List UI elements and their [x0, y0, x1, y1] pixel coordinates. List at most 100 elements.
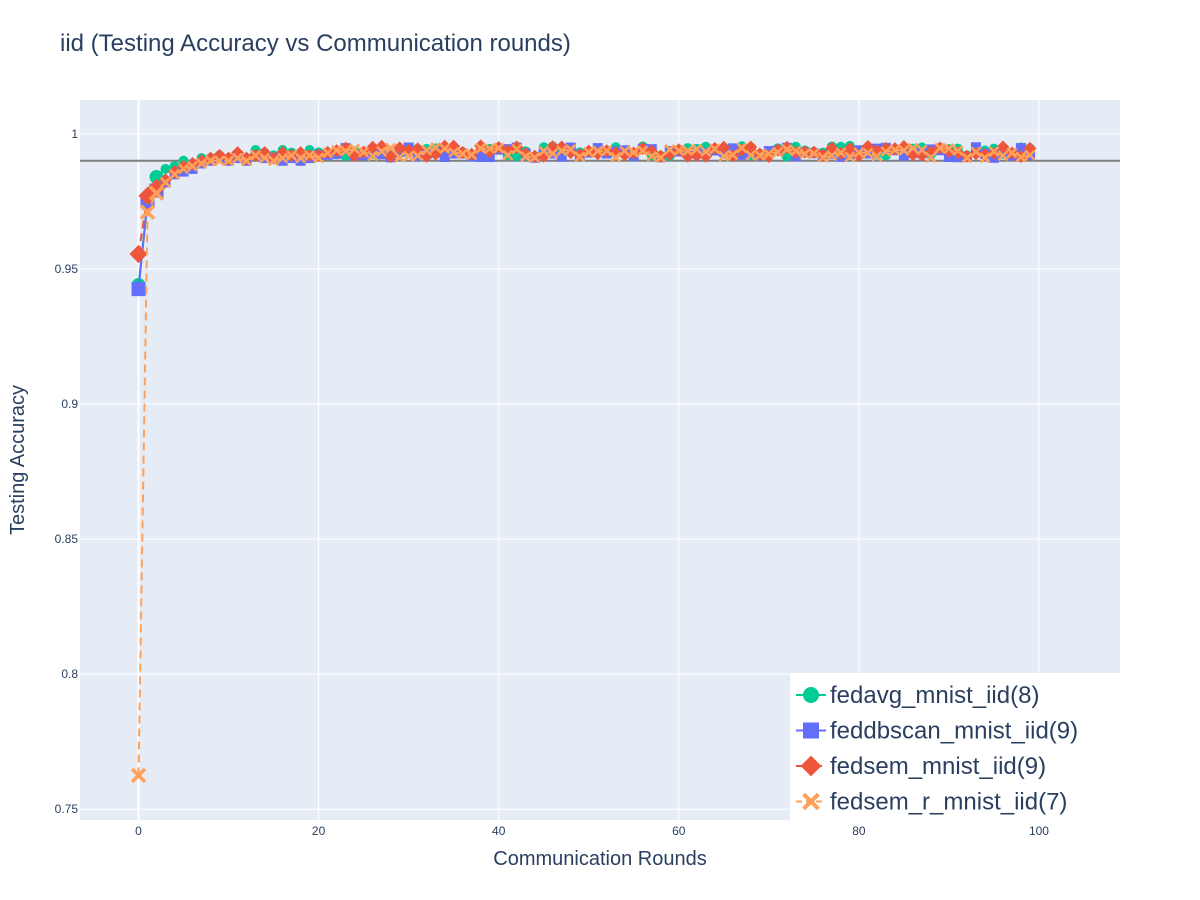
data-point — [502, 149, 514, 161]
y-tick-label: 1 — [71, 127, 78, 141]
data-point — [808, 147, 820, 159]
data-point — [267, 151, 281, 165]
data-point — [727, 149, 739, 161]
data-point — [736, 142, 748, 154]
data-point — [340, 145, 352, 157]
data-point — [799, 148, 811, 160]
data-point — [889, 144, 901, 156]
data-point — [556, 151, 567, 162]
data-point — [565, 143, 577, 155]
y-axis-title: Testing Accuracy — [7, 385, 29, 535]
data-point — [331, 144, 343, 156]
series-line — [137, 146, 1031, 776]
data-point — [384, 150, 398, 164]
data-point — [745, 149, 757, 161]
data-point — [313, 152, 325, 164]
data-point — [655, 152, 667, 164]
data-point — [295, 152, 307, 164]
data-point — [1015, 143, 1026, 154]
data-point — [925, 152, 937, 164]
data-point — [259, 152, 271, 164]
legend-item[interactable]: fedavg_mnist_iid(8) — [796, 682, 1039, 709]
data-point — [816, 148, 830, 162]
legend-item[interactable]: fedsem_mnist_iid(9) — [796, 753, 1046, 780]
data-point — [286, 149, 298, 161]
data-point — [601, 145, 613, 157]
data-point — [160, 176, 172, 188]
data-point — [520, 150, 532, 162]
data-point — [664, 143, 676, 155]
legend[interactable]: fedavg_mnist_iid(8) feddbscan_mnist_iid(9… — [790, 673, 1120, 820]
series-3 — [130, 142, 1036, 784]
legend-label: fedsem_mnist_iid(9) — [830, 753, 1046, 780]
data-point — [448, 146, 460, 158]
data-point — [130, 767, 147, 784]
data-point — [673, 145, 685, 157]
data-point — [754, 149, 766, 161]
data-point — [817, 151, 829, 163]
series-layer — [129, 139, 1037, 784]
data-point — [618, 148, 632, 162]
data-point — [1006, 147, 1018, 159]
data-point — [699, 149, 713, 163]
data-point — [646, 150, 658, 162]
data-point — [943, 143, 955, 155]
data-point — [781, 143, 793, 155]
legend-label: fedsem_r_mnist_iid(7) — [830, 789, 1067, 816]
data-point — [880, 146, 892, 158]
data-point — [277, 152, 289, 164]
data-point — [592, 145, 604, 157]
data-point — [366, 140, 380, 154]
legend-item[interactable]: fedsem_r_mnist_iid(7) — [796, 789, 1067, 816]
legend-background — [790, 673, 1120, 820]
data-point — [511, 151, 522, 162]
data-point — [439, 143, 451, 155]
data-point — [403, 150, 415, 162]
x-tick-label: 80 — [852, 824, 866, 838]
data-point — [934, 142, 946, 154]
data-point — [385, 142, 397, 154]
data-point — [147, 178, 166, 197]
data-point — [556, 145, 568, 157]
data-point — [367, 150, 379, 162]
data-point — [358, 146, 370, 158]
data-point — [574, 151, 586, 163]
data-point — [538, 145, 550, 157]
data-point — [475, 142, 487, 154]
data-point — [430, 142, 442, 154]
data-point — [295, 155, 306, 166]
data-point — [583, 146, 595, 158]
data-point — [898, 150, 909, 161]
legend-marker-icon — [800, 755, 822, 777]
y-axis-ticks: 0.75 0.8 0.85 0.9 0.95 1 — [55, 127, 79, 816]
data-point — [131, 282, 146, 297]
y-tick-label: 0.75 — [55, 802, 79, 816]
data-point — [844, 151, 856, 163]
data-point — [1024, 149, 1036, 161]
data-point — [475, 152, 486, 163]
legend-item[interactable]: feddbscan_mnist_iid(9) — [796, 718, 1078, 745]
data-point — [139, 204, 156, 220]
data-point — [196, 157, 208, 169]
legend-marker-icon — [803, 722, 819, 739]
data-point — [898, 145, 910, 157]
data-point — [376, 149, 387, 160]
data-point — [781, 151, 792, 162]
legend-label: feddbscan_mnist_iid(9) — [830, 718, 1078, 745]
data-point — [529, 152, 541, 164]
data-point — [214, 155, 226, 167]
data-point — [322, 147, 334, 159]
data-point — [241, 155, 253, 167]
y-tick-label: 0.9 — [61, 397, 78, 411]
data-point — [610, 151, 622, 163]
data-point — [159, 173, 173, 187]
data-point — [168, 165, 182, 179]
x-tick-label: 0 — [135, 824, 142, 838]
data-point — [511, 143, 523, 155]
data-point — [853, 147, 865, 159]
data-point — [717, 140, 731, 154]
y-tick-label: 0.85 — [55, 532, 79, 546]
data-point — [349, 143, 361, 155]
data-point — [979, 152, 991, 164]
